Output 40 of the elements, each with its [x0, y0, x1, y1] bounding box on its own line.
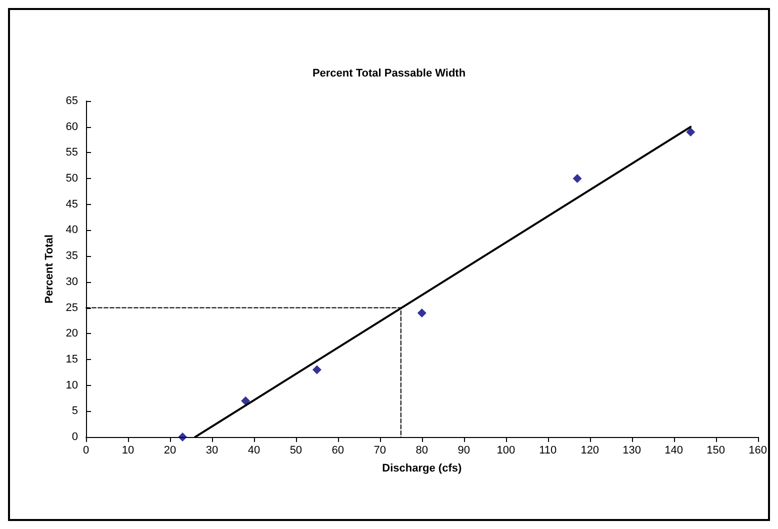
point: [417, 308, 426, 318]
x-tick-label: 30: [206, 444, 218, 456]
x-axis-title: Discharge (cfs): [382, 462, 462, 474]
point: [312, 365, 322, 374]
y-tick-label: 30: [66, 276, 78, 288]
x-tick-label: 90: [458, 444, 470, 456]
x-tick-label: 140: [664, 444, 684, 456]
y-tick-label: 0: [72, 431, 78, 443]
x-tick-label: 60: [332, 444, 344, 456]
y-tick-label: 15: [66, 353, 78, 366]
x-tick-label: 150: [706, 444, 726, 456]
y-tick-label: 10: [66, 379, 78, 392]
point: [241, 396, 250, 406]
x-tick-label: 80: [416, 444, 428, 456]
x-tick-label: 100: [496, 444, 516, 456]
x-tick-label: 40: [248, 444, 260, 456]
y-tick-label: 25: [66, 302, 78, 314]
x-tick-label: 50: [290, 444, 302, 456]
y-tick-label: 65: [66, 95, 78, 107]
x-tick-label: 130: [622, 444, 642, 456]
y-tick-label: 45: [66, 198, 78, 210]
x-tick-label: 0: [82, 444, 90, 456]
x-tick-label: 120: [580, 444, 600, 456]
x-tick-label: 20: [164, 444, 176, 456]
y-axis-title: Percent Total: [43, 234, 56, 304]
y-tick-label: 40: [66, 224, 78, 236]
x-tick-label: 160: [748, 444, 768, 456]
y-tick-label: 60: [66, 120, 78, 133]
point: [686, 128, 696, 137]
y-tick-label: 5: [72, 405, 78, 418]
y-tick-label: 50: [66, 172, 78, 185]
point: [178, 432, 188, 442]
point: [572, 174, 582, 184]
y-tick-label: 20: [66, 328, 78, 340]
y-tick-label: 55: [66, 146, 78, 159]
x-tick-label: 70: [374, 444, 386, 456]
x-tick-label: 10: [122, 444, 134, 456]
x-tick-label: 110: [539, 444, 557, 456]
y-tick-label: 35: [66, 250, 78, 262]
chart-title: Percent Total Passable Width: [312, 68, 466, 80]
